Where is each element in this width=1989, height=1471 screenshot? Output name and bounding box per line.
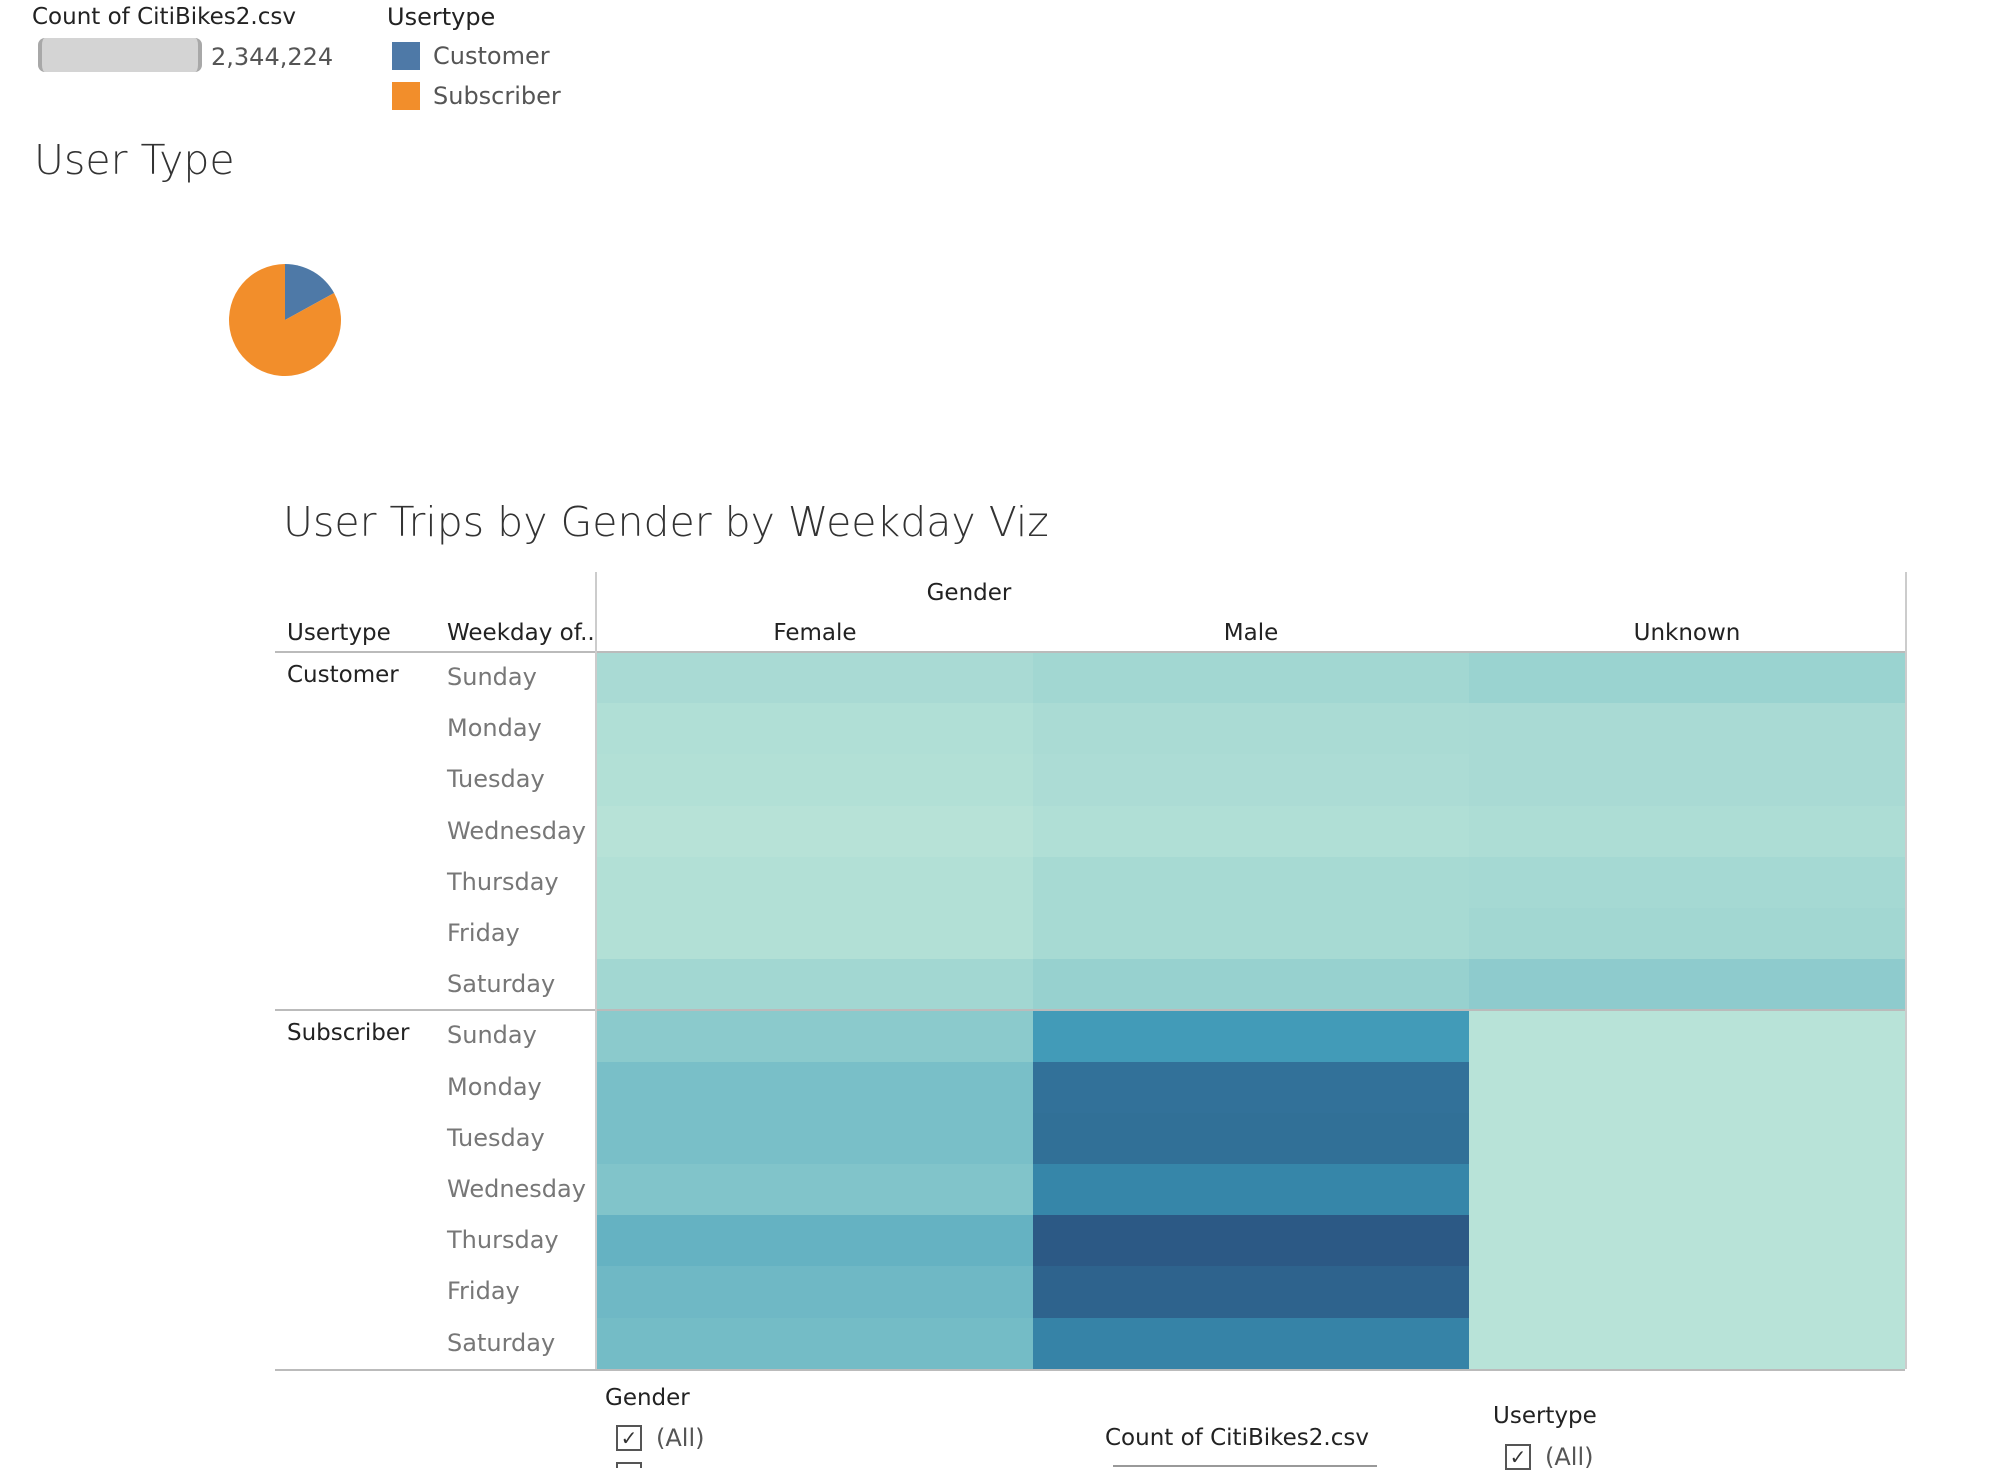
row-label-thursday: Thursday — [447, 1226, 559, 1255]
color-legend-title: Usertype — [387, 3, 496, 31]
heatmap-cell[interactable] — [1469, 959, 1905, 1013]
gender-next-checkbox[interactable] — [616, 1462, 642, 1468]
gender-all-label: (All) — [656, 1424, 705, 1452]
heatmap-cell[interactable] — [597, 754, 1033, 808]
row-label-tuesday: Tuesday — [447, 1123, 545, 1152]
usertype-all-checkbox[interactable]: ✓ — [1505, 1444, 1531, 1470]
heatmap-cell[interactable] — [597, 856, 1033, 910]
customer-swatch — [392, 42, 420, 70]
heatmap-cell[interactable] — [597, 1215, 1033, 1269]
weekday-header: Weekday of.. — [447, 620, 595, 646]
row-label-wednesday: Wednesday — [447, 1175, 586, 1203]
heatmap-cell[interactable] — [1469, 1317, 1905, 1371]
gender-filter-all[interactable]: ✓ (All) — [616, 1424, 704, 1452]
heatmap-cell[interactable] — [597, 1112, 1033, 1166]
gender-filter-title: Gender — [605, 1385, 690, 1411]
heatmap-cell[interactable] — [597, 1010, 1033, 1064]
row-label-thursday: Thursday — [447, 867, 559, 896]
pie-slice-subscriber[interactable] — [229, 264, 341, 376]
row-label-friday: Friday — [447, 919, 520, 947]
heatmap-cell[interactable] — [1469, 856, 1905, 910]
heatmap-title: User Trips by Gender by Weekday Viz — [283, 498, 1049, 546]
header-divider — [275, 651, 1905, 653]
row-label-monday: Monday — [447, 1072, 542, 1101]
row-label-saturday: Saturday — [447, 970, 556, 999]
heatmap-cell[interactable] — [597, 805, 1033, 859]
gender-header: Gender — [926, 580, 1012, 606]
heatmap-cell[interactable] — [1469, 1112, 1905, 1166]
heatmap-cell[interactable] — [1033, 908, 1469, 961]
row-label-tuesday: Tuesday — [447, 765, 545, 794]
usertype-all-label: (All) — [1545, 1443, 1594, 1471]
heatmap-cell[interactable] — [1033, 1112, 1469, 1166]
heatmap-cell[interactable] — [1469, 1061, 1905, 1115]
size-legend-bar — [38, 38, 202, 72]
heatmap-cell[interactable] — [597, 1061, 1033, 1115]
pie-slice-customer[interactable] — [285, 264, 335, 320]
heatmap-cell[interactable] — [597, 703, 1033, 757]
column-label-female: Female — [773, 620, 857, 646]
row-label-saturday: Saturday — [447, 1328, 556, 1357]
table-right-border — [1905, 572, 1907, 1369]
count-filter-title: Count of CitiBikes2.csv — [1105, 1425, 1369, 1451]
legend-label-subscriber: Subscriber — [433, 82, 561, 110]
row-label-sunday: Sunday — [447, 1021, 537, 1050]
heatmap-cell[interactable] — [1469, 703, 1905, 757]
row-group-customer: Customer — [287, 662, 399, 688]
size-legend-title: Count of CitiBikes2.csv — [32, 4, 296, 30]
heatmap-cell[interactable] — [1033, 1215, 1469, 1269]
group-divider — [275, 1009, 1905, 1012]
gender-all-checkbox[interactable]: ✓ — [616, 1425, 642, 1451]
heatmap-cell[interactable] — [1033, 1010, 1469, 1064]
heatmap-cell[interactable] — [1033, 959, 1469, 1013]
count-filter-slider[interactable] — [1113, 1465, 1377, 1467]
heatmap-cell[interactable] — [1469, 652, 1905, 705]
heatmap-cell[interactable] — [1469, 1164, 1905, 1217]
row-label-friday: Friday — [447, 1277, 520, 1306]
size-legend-value: 2,344,224 — [211, 43, 334, 71]
heatmap-cell[interactable] — [597, 1266, 1033, 1320]
usertype-filter-all[interactable]: ✓ (All) — [1505, 1443, 1593, 1471]
row-label-wednesday: Wednesday — [447, 816, 586, 845]
heatmap-cell[interactable] — [1469, 1266, 1905, 1320]
legend-label-customer: Customer — [433, 42, 550, 70]
heatmap-cell[interactable] — [1469, 908, 1905, 961]
row-label-sunday: Sunday — [447, 663, 537, 691]
pie-chart[interactable] — [220, 255, 350, 385]
heatmap-cell[interactable] — [597, 908, 1033, 961]
heatmap-cell[interactable] — [597, 959, 1033, 1013]
heatmap-cell[interactable] — [597, 652, 1033, 705]
heatmap-cell[interactable] — [1033, 1164, 1469, 1217]
heatmap-cell[interactable] — [1033, 1317, 1469, 1371]
row-header-divider — [595, 572, 597, 1369]
heatmap-cell[interactable] — [1033, 1061, 1469, 1115]
legend-item-subscriber[interactable]: Subscriber — [392, 82, 561, 110]
pie-title: User Type — [34, 136, 235, 184]
subscriber-swatch — [392, 82, 420, 110]
table-bottom-border — [275, 1368, 1905, 1371]
heatmap-cell[interactable] — [1469, 1010, 1905, 1064]
heatmap-cell[interactable] — [1033, 703, 1469, 757]
heatmap-cell[interactable] — [1033, 856, 1469, 910]
column-label-unknown: Unknown — [1633, 620, 1741, 646]
heatmap-cell[interactable] — [1033, 805, 1469, 859]
heatmap-cell[interactable] — [1469, 1215, 1905, 1269]
heatmap-cell[interactable] — [1033, 652, 1469, 705]
heatmap-cell[interactable] — [1033, 754, 1469, 808]
legend-item-customer[interactable]: Customer — [392, 42, 550, 70]
row-label-monday: Monday — [447, 714, 542, 743]
heatmap-cell[interactable] — [1033, 1266, 1469, 1320]
heatmap-cell[interactable] — [597, 1164, 1033, 1217]
column-label-male: Male — [1223, 620, 1279, 646]
usertype-filter-title: Usertype — [1493, 1403, 1597, 1429]
row-group-subscriber: Subscriber — [287, 1020, 410, 1047]
heatmap-cell[interactable] — [1469, 805, 1905, 859]
usertype-header: Usertype — [287, 620, 391, 646]
heatmap-cell[interactable] — [1469, 754, 1905, 808]
heatmap-cell[interactable] — [597, 1317, 1033, 1371]
